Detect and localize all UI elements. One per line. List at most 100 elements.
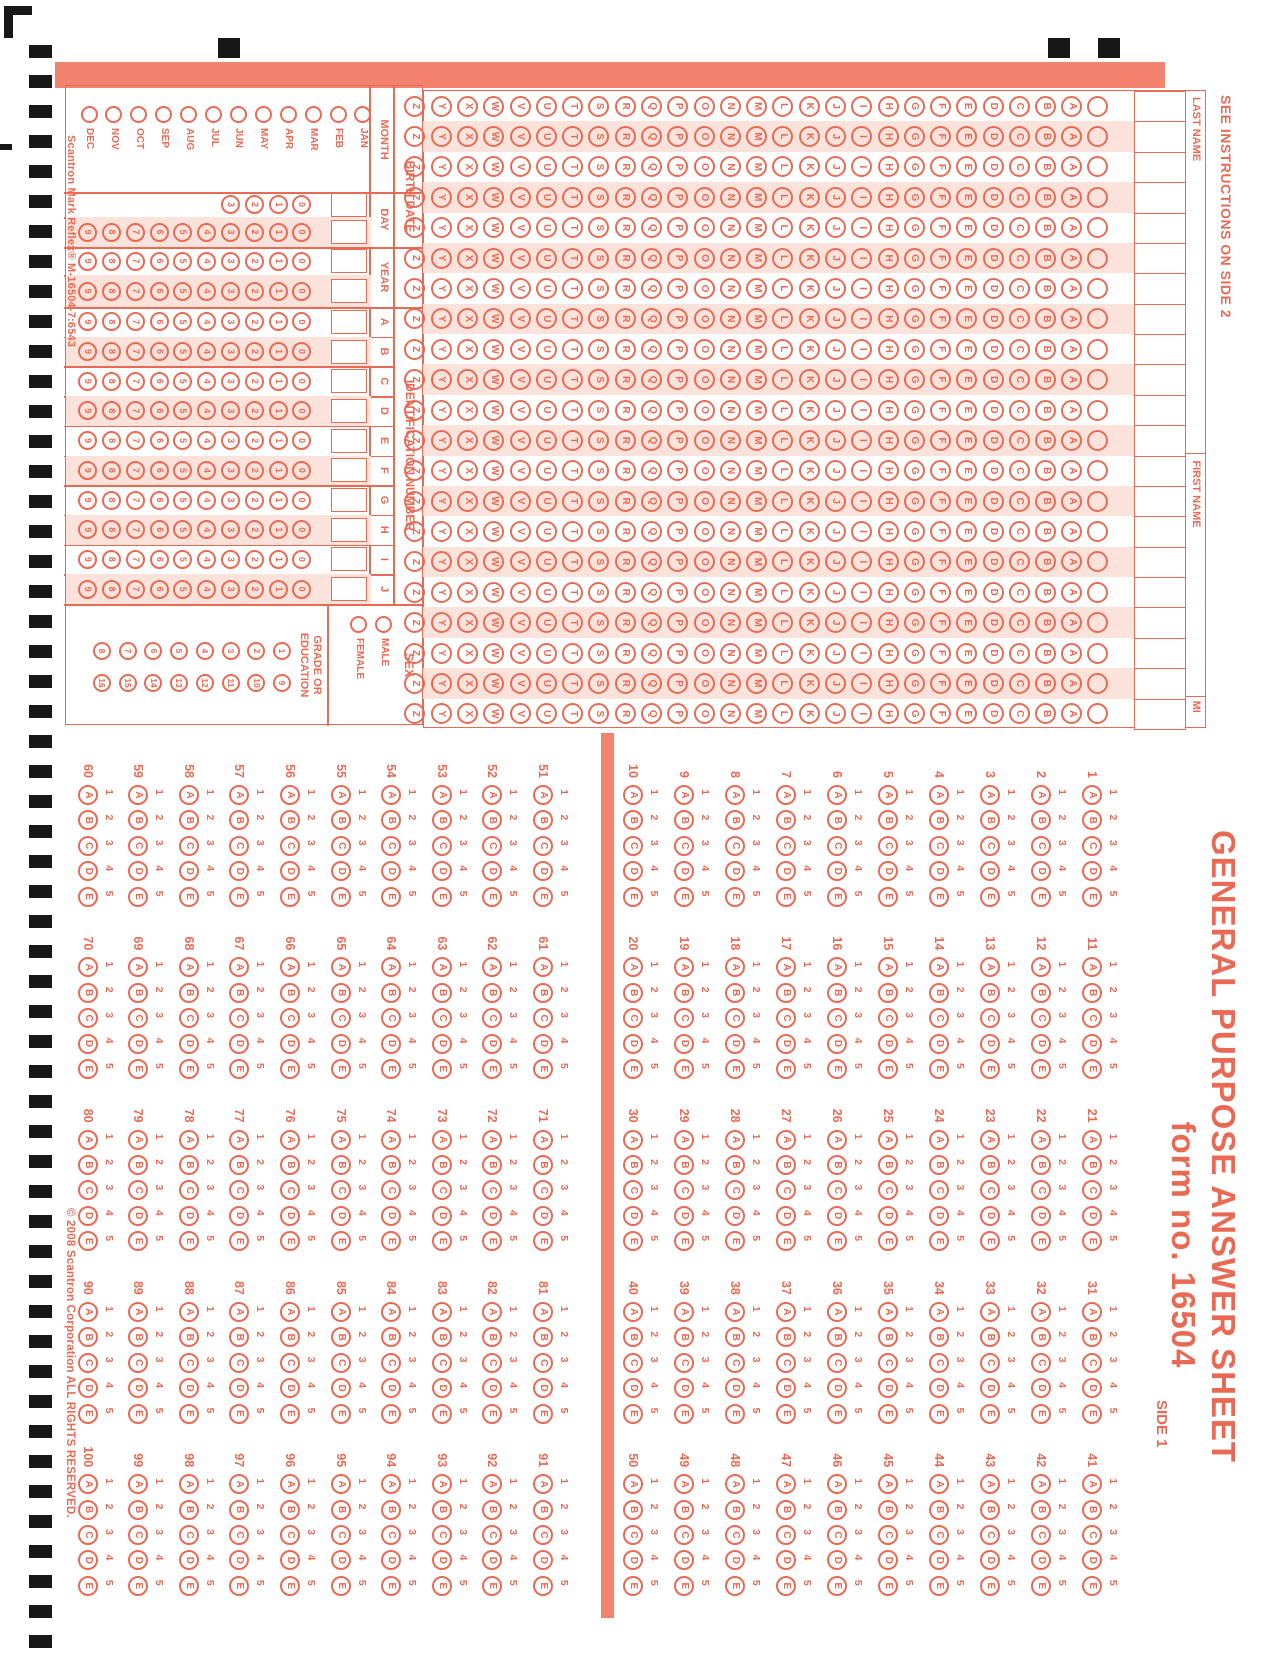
id-digit-bubble[interactable]: 2 (244, 342, 264, 362)
name-letter-bubble[interactable]: N (719, 156, 741, 178)
answer-bubble[interactable]: E (533, 886, 553, 907)
answer-bubble[interactable]: A (77, 1301, 98, 1322)
answer-bubble[interactable]: A (178, 785, 199, 805)
name-entry-box[interactable] (1134, 394, 1186, 427)
year-tens-digit-bubble[interactable]: 9 (78, 251, 98, 271)
id-digit-bubble[interactable]: 4 (197, 490, 217, 510)
answer-bubble[interactable]: D (1031, 1033, 1051, 1054)
answer-bubble[interactable]: C (776, 1352, 796, 1373)
answer-bubble[interactable]: B (878, 1155, 898, 1175)
answer-bubble[interactable]: C (674, 1180, 694, 1201)
name-blank-bubble[interactable] (1087, 521, 1109, 543)
day-tens-entry-box[interactable] (331, 192, 367, 217)
answer-bubble[interactable]: E (77, 1403, 98, 1424)
answer-bubble[interactable]: D (827, 1378, 847, 1399)
name-letter-bubble[interactable]: B (1035, 277, 1057, 299)
answer-bubble[interactable]: C (128, 1352, 149, 1373)
id-digit-bubble[interactable]: 2 (244, 312, 264, 332)
answer-bubble[interactable]: D (381, 861, 402, 882)
answer-bubble[interactable]: D (229, 1550, 250, 1571)
name-letter-bubble[interactable]: E (956, 460, 978, 482)
month-bubble[interactable] (130, 105, 148, 123)
answer-bubble[interactable]: E (482, 1231, 503, 1252)
answer-bubble[interactable]: D (178, 861, 199, 882)
answer-bubble[interactable]: E (980, 1575, 1000, 1596)
name-letter-bubble[interactable]: K (798, 308, 820, 330)
name-letter-bubble[interactable]: U (535, 581, 557, 603)
answer-bubble[interactable]: C (280, 1525, 300, 1545)
id-entry-box[interactable] (331, 458, 367, 483)
year-ones-digit-bubble[interactable]: 6 (149, 281, 169, 301)
answer-bubble[interactable]: A (929, 1129, 949, 1150)
answer-bubble[interactable]: E (77, 1058, 98, 1079)
answer-bubble[interactable]: D (725, 1550, 745, 1571)
name-letter-bubble[interactable]: Q (641, 672, 663, 694)
answer-bubble[interactable]: E (77, 886, 98, 907)
name-letter-bubble[interactable]: G (903, 672, 925, 694)
answer-bubble[interactable]: B (674, 1327, 694, 1348)
name-letter-bubble[interactable]: V (509, 126, 531, 148)
day-ones-digit-bubble[interactable]: 9 (78, 222, 98, 242)
name-letter-bubble[interactable]: P (667, 277, 689, 299)
answer-bubble[interactable]: C (674, 1008, 694, 1029)
answer-bubble[interactable]: B (280, 1327, 300, 1348)
answer-bubble[interactable]: A (827, 1129, 847, 1150)
id-digit-bubble[interactable]: 2 (244, 371, 264, 391)
answer-bubble[interactable]: A (1031, 1474, 1051, 1495)
answer-bubble[interactable]: D (330, 1205, 351, 1226)
name-letter-bubble[interactable]: V (509, 460, 531, 482)
id-digit-bubble[interactable]: 7 (125, 312, 145, 332)
answer-bubble[interactable]: B (482, 982, 503, 1003)
answer-bubble[interactable]: C (128, 835, 149, 856)
answer-bubble[interactable]: E (178, 886, 199, 907)
name-letter-bubble[interactable]: Y (430, 126, 452, 148)
answer-bubble[interactable]: A (878, 1301, 898, 1322)
answer-bubble[interactable]: A (229, 1129, 250, 1150)
answer-bubble[interactable]: A (128, 957, 149, 978)
name-blank-bubble[interactable] (1087, 703, 1109, 725)
name-letter-bubble[interactable]: P (667, 399, 689, 421)
month-bubble[interactable] (105, 105, 123, 123)
name-letter-bubble[interactable]: P (667, 186, 689, 208)
name-letter-bubble[interactable]: Y (430, 429, 452, 451)
name-letter-bubble[interactable]: U (535, 703, 557, 725)
name-letter-bubble[interactable]: U (535, 429, 557, 451)
answer-bubble[interactable]: B (725, 982, 745, 1003)
id-digit-bubble[interactable]: 5 (173, 549, 193, 569)
answer-bubble[interactable]: C (128, 1525, 149, 1545)
answer-bubble[interactable]: E (725, 1058, 745, 1079)
answer-bubble[interactable]: D (229, 1033, 250, 1054)
name-entry-box[interactable] (1134, 485, 1186, 518)
answer-bubble[interactable]: A (827, 957, 847, 978)
name-letter-bubble[interactable]: F (930, 429, 952, 451)
name-letter-bubble[interactable]: P (667, 490, 689, 512)
answer-bubble[interactable]: E (280, 1403, 300, 1424)
answer-bubble[interactable]: C (623, 1525, 643, 1545)
answer-bubble[interactable]: C (77, 1525, 98, 1545)
answer-bubble[interactable]: C (178, 835, 199, 856)
answer-bubble[interactable]: E (381, 1575, 402, 1596)
answer-bubble[interactable]: A (1031, 1301, 1051, 1322)
answer-bubble[interactable]: E (229, 1231, 250, 1252)
name-letter-bubble[interactable]: U (535, 521, 557, 543)
answer-bubble[interactable]: C (980, 1352, 1000, 1373)
answer-bubble[interactable]: A (1031, 785, 1051, 805)
name-letter-bubble[interactable]: I (851, 247, 873, 269)
name-letter-bubble[interactable]: D (982, 429, 1004, 451)
id-digit-bubble[interactable]: 2 (244, 490, 264, 510)
name-letter-bubble[interactable]: B (1035, 490, 1057, 512)
answer-bubble[interactable]: D (878, 1550, 898, 1571)
answer-bubble[interactable]: C (725, 835, 745, 856)
name-letter-bubble[interactable]: M (746, 217, 768, 239)
id-digit-bubble[interactable]: 8 (102, 312, 122, 332)
answer-bubble[interactable]: D (929, 1205, 949, 1226)
answer-bubble[interactable]: D (725, 1378, 745, 1399)
name-letter-bubble[interactable]: B (1035, 672, 1057, 694)
answer-bubble[interactable]: D (929, 1033, 949, 1054)
name-entry-box[interactable] (1134, 637, 1186, 670)
answer-bubble[interactable]: B (482, 1155, 503, 1175)
answer-bubble[interactable]: E (77, 1231, 98, 1252)
answer-bubble[interactable]: D (827, 1033, 847, 1054)
grade-bubble[interactable]: 12 (195, 674, 214, 692)
name-letter-bubble[interactable]: C (1008, 642, 1030, 664)
